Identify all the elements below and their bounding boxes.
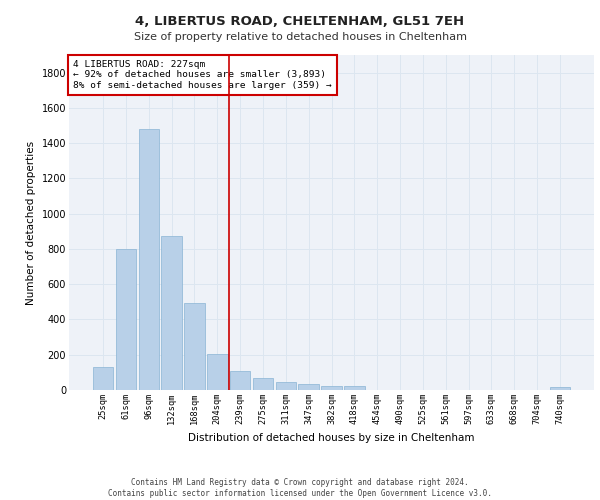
Y-axis label: Number of detached properties: Number of detached properties xyxy=(26,140,36,304)
Bar xyxy=(93,367,113,390)
Text: 4, LIBERTUS ROAD, CHELTENHAM, GL51 7EH: 4, LIBERTUS ROAD, CHELTENHAM, GL51 7EH xyxy=(136,15,464,28)
Bar xyxy=(275,382,296,390)
Bar xyxy=(139,129,159,390)
Text: Contains HM Land Registry data © Crown copyright and database right 2024.
Contai: Contains HM Land Registry data © Crown c… xyxy=(108,478,492,498)
X-axis label: Distribution of detached houses by size in Cheltenham: Distribution of detached houses by size … xyxy=(188,432,475,442)
Bar xyxy=(230,370,250,390)
Bar xyxy=(253,378,273,390)
Bar xyxy=(184,302,205,390)
Bar xyxy=(207,354,227,390)
Bar xyxy=(298,384,319,390)
Bar xyxy=(321,386,342,390)
Bar xyxy=(344,386,365,390)
Text: 4 LIBERTUS ROAD: 227sqm
← 92% of detached houses are smaller (3,893)
8% of semi-: 4 LIBERTUS ROAD: 227sqm ← 92% of detache… xyxy=(73,60,332,90)
Bar xyxy=(550,388,570,390)
Text: Size of property relative to detached houses in Cheltenham: Size of property relative to detached ho… xyxy=(133,32,467,42)
Bar xyxy=(161,236,182,390)
Bar xyxy=(116,249,136,390)
